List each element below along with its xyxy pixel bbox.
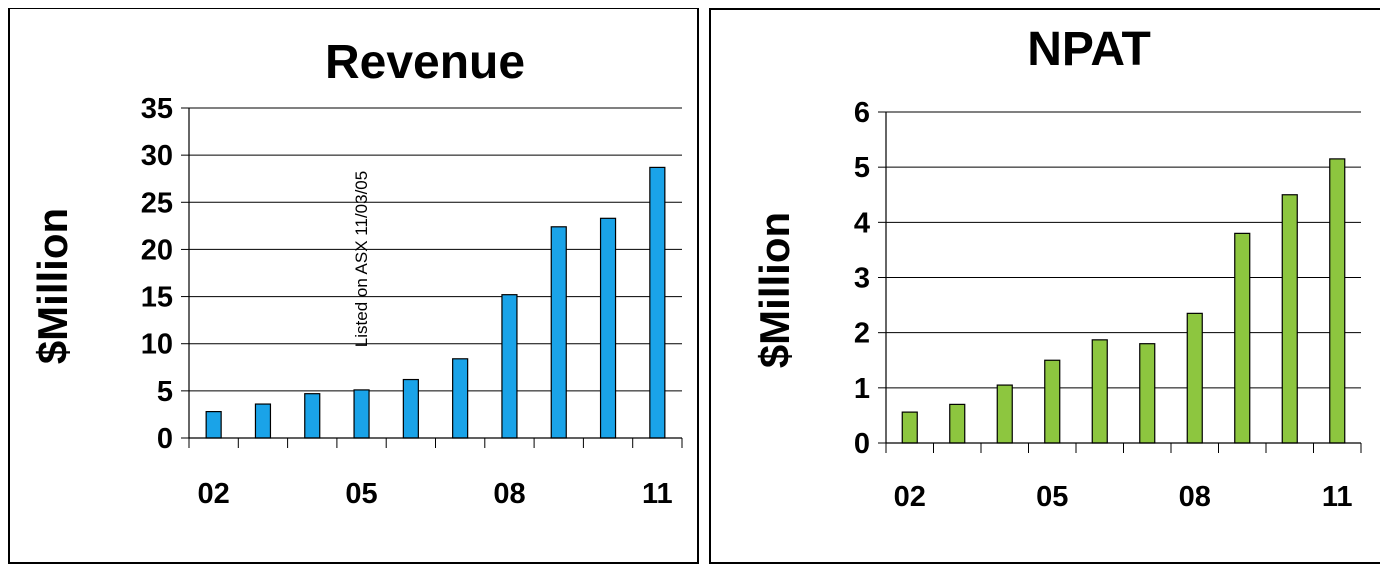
revenue-y-tick-labels: 0 5 10 15 20 25 30 35: [141, 93, 173, 455]
npat-x-tick-label: 11: [1322, 481, 1353, 513]
rev-bar-04: [304, 393, 321, 439]
npat-chart-title: NPAT: [1027, 23, 1151, 76]
npat-y-axis-label: $Million: [751, 212, 798, 368]
rev-bar-08: [501, 294, 518, 439]
rev-bar-03: [254, 403, 272, 439]
npat-x-tick-label: 05: [1036, 481, 1068, 513]
npat-bar-05: [1044, 359, 1061, 444]
npat-bar-10: [1281, 194, 1298, 444]
rev-y-tick-label: 15: [141, 282, 173, 314]
npat-bar-06: [1091, 339, 1108, 444]
revenue-axes: [181, 107, 683, 448]
revenue-gridlines: [189, 107, 682, 392]
npat-y-tick-label: 6: [854, 97, 870, 129]
npat-chart: NPAT $Million 0 1 2 3 4 5 6 02 05 08 11: [751, 23, 1362, 513]
revenue-chart-title: Revenue: [325, 36, 525, 89]
rev-bar-09: [550, 226, 567, 439]
npat-axes: [878, 111, 1362, 453]
revenue-chart-panel: Revenue $Million Listed on ASX 11/03/05 …: [8, 8, 699, 564]
rev-y-tick-label: 25: [141, 187, 173, 219]
revenue-annotation: Listed on ASX 11/03/05: [352, 171, 371, 347]
npat-bar-02: [901, 411, 918, 444]
npat-bar-08: [1186, 312, 1203, 444]
rev-bar-07: [452, 358, 469, 439]
npat-y-tick-label: 0: [854, 428, 870, 460]
npat-bar-09: [1234, 232, 1251, 444]
npat-x-tick-labels: 02 05 08 11: [894, 481, 1353, 513]
npat-y-tick-label: 5: [854, 152, 870, 184]
revenue-bars: [205, 166, 666, 439]
rev-bar-11: [649, 166, 666, 439]
npat-y-tick-label: 4: [854, 207, 870, 239]
npat-bar-11: [1329, 158, 1346, 444]
npat-y-tick-label: 2: [854, 318, 870, 350]
rev-y-tick-label: 0: [157, 423, 173, 455]
npat-chart-panel: NPAT $Million 0 1 2 3 4 5 6 02 05 08 11: [709, 8, 1380, 564]
rev-bar-10: [599, 217, 617, 439]
rev-y-tick-label: 35: [141, 93, 173, 125]
rev-bar-06: [402, 378, 419, 439]
npat-bar-04: [996, 384, 1013, 444]
revenue-y-axis-label: $Million: [29, 208, 76, 364]
rev-x-tick-label: 11: [642, 478, 673, 510]
rev-bar-05: [353, 389, 370, 439]
revenue-x-tick-labels: 02 05 08 11: [198, 478, 673, 510]
rev-y-tick-label: 30: [141, 140, 173, 172]
npat-y-tick-labels: 0 1 2 3 4 5 6: [854, 97, 870, 460]
npat-bars: [901, 158, 1346, 444]
npat-bar-07: [1139, 343, 1156, 444]
rev-y-tick-label: 20: [141, 234, 173, 266]
revenue-chart: Revenue $Million Listed on ASX 11/03/05 …: [29, 36, 683, 510]
rev-y-tick-label: 10: [141, 329, 173, 361]
npat-y-tick-label: 3: [854, 263, 870, 295]
npat-bar-03: [949, 403, 966, 444]
rev-x-tick-label: 02: [198, 478, 230, 510]
rev-x-tick-label: 05: [345, 478, 377, 510]
rev-x-tick-label: 08: [493, 478, 525, 510]
npat-x-tick-label: 02: [894, 481, 926, 513]
npat-x-tick-label: 08: [1179, 481, 1211, 513]
rev-y-tick-label: 5: [157, 376, 173, 408]
rev-bar-02: [205, 411, 222, 439]
npat-y-tick-label: 1: [854, 373, 870, 405]
